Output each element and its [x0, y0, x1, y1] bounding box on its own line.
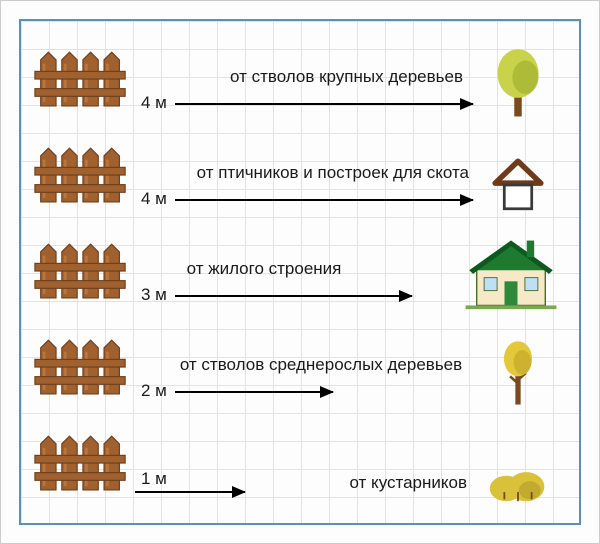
- fence-icon: [33, 50, 129, 110]
- diagram-canvas: от стволов крупных деревьев 4 м: [0, 0, 600, 544]
- arrow-region: от птичников и построек для скота 4 м: [129, 133, 473, 219]
- distance-value: 3 м: [129, 285, 175, 307]
- distance-row: от стволов среднерослых деревьев 2 м: [33, 325, 563, 411]
- arrow-region: от стволов среднерослых деревьев 2 м: [129, 325, 473, 411]
- medium-tree-icon: [473, 329, 563, 407]
- fence-icon: [33, 338, 129, 398]
- object-label: от стволов крупных деревьев: [129, 67, 473, 87]
- distance-row: от стволов крупных деревьев 4 м: [33, 37, 563, 123]
- arrow: [135, 491, 245, 493]
- content-area: от стволов крупных деревьев 4 м: [19, 19, 581, 525]
- house-icon: [459, 233, 563, 311]
- object-label: от птичников и построек для скота: [129, 163, 473, 183]
- distance-value: 4 м: [129, 93, 175, 115]
- arrow-region: от стволов крупных деревьев 4 м: [129, 37, 473, 123]
- object-label: от стволов среднерослых деревьев: [129, 355, 473, 375]
- distance-row: от жилого строения 3 м: [33, 229, 563, 315]
- large-tree-icon: [473, 41, 563, 119]
- barn-icon: [473, 137, 563, 215]
- fence-icon: [33, 242, 129, 302]
- fence-icon: [33, 434, 129, 494]
- arrow: [175, 199, 473, 201]
- arrow-region: от жилого строения 3 м: [129, 229, 459, 315]
- fence-icon: [33, 146, 129, 206]
- distance-row: 1 м от кустарников: [33, 421, 563, 507]
- arrow: [175, 391, 333, 393]
- distance-value: 1 м: [129, 469, 175, 491]
- distance-value: 2 м: [129, 381, 175, 403]
- arrow-region: 1 м от кустарников: [129, 421, 473, 507]
- distance-row: от птичников и построек для скота 4 м: [33, 133, 563, 219]
- distance-value: 4 м: [129, 189, 175, 211]
- arrow: [175, 103, 473, 105]
- object-label: от жилого строения: [129, 259, 459, 279]
- arrow: [175, 295, 413, 297]
- object-label: от кустарников: [245, 473, 473, 493]
- bush-icon: [473, 425, 563, 503]
